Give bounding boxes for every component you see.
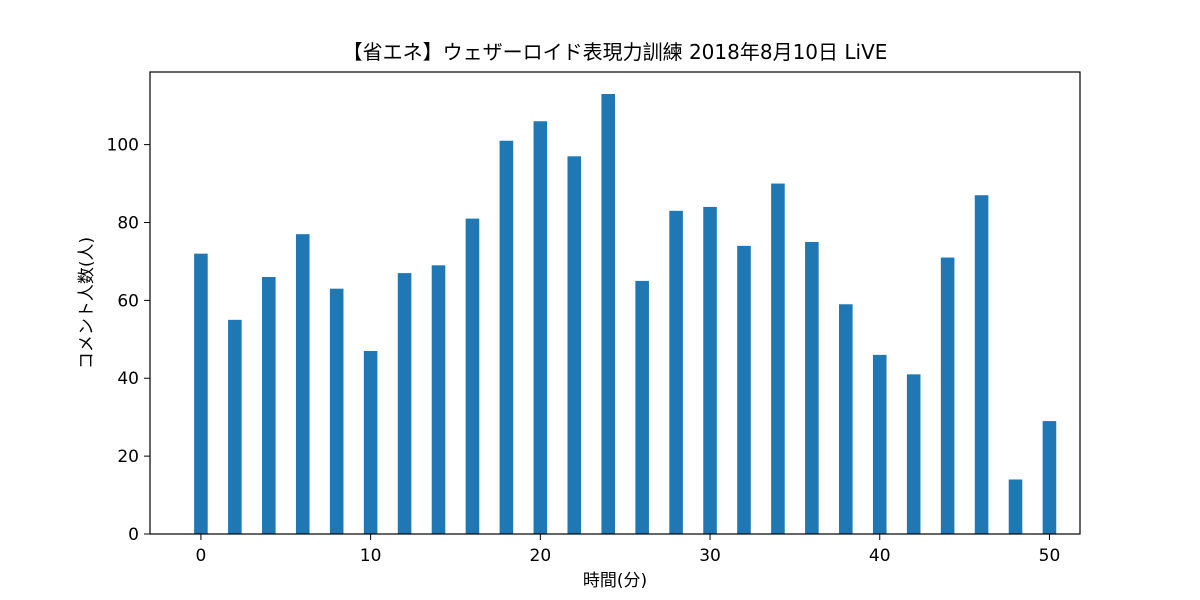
bar-32: [737, 246, 751, 534]
bar-18: [500, 141, 514, 534]
bar-46: [975, 195, 989, 534]
x-axis: 0 10 20 30 40 50: [195, 534, 1060, 566]
bar-28: [669, 211, 683, 534]
bar-0: [194, 254, 208, 534]
y-tick-label: 0: [128, 525, 139, 545]
bar-48: [1009, 479, 1023, 534]
x-axis-label: 時間(分): [583, 571, 647, 591]
bar-10: [364, 351, 378, 534]
x-tick-label: 40: [869, 546, 891, 566]
y-tick-label: 20: [117, 447, 139, 467]
bar-30: [703, 207, 717, 534]
bar-26: [635, 281, 649, 534]
y-axis: 0 20 40 60 80 100: [107, 136, 150, 545]
y-tick-label: 100: [107, 136, 139, 156]
bar-50: [1043, 421, 1057, 534]
chart-title: 【省エネ】ウェザーロイド表現力訓練 2018年8月10日 LiVE: [343, 40, 888, 64]
x-tick-label: 0: [195, 546, 206, 566]
bar-24: [601, 94, 615, 534]
bar-36: [805, 242, 819, 534]
x-tick-label: 20: [530, 546, 552, 566]
bar-40: [873, 355, 887, 534]
y-tick-label: 40: [117, 369, 139, 389]
bar-8: [330, 289, 344, 534]
y-axis-label: コメント人数(人): [77, 237, 97, 369]
y-tick-label: 60: [117, 291, 139, 311]
bar-38: [839, 304, 853, 534]
bar-4: [262, 277, 276, 534]
bar-6: [296, 234, 310, 534]
bar-2: [228, 320, 242, 534]
bar-16: [466, 219, 480, 534]
x-tick-label: 50: [1039, 546, 1061, 566]
bar-44: [941, 258, 955, 534]
y-tick-label: 80: [117, 213, 139, 233]
bar-12: [398, 273, 412, 534]
x-tick-label: 30: [699, 546, 721, 566]
bars-group: [194, 94, 1056, 534]
bar-22: [567, 156, 581, 534]
bar-20: [534, 121, 548, 534]
bar-42: [907, 374, 921, 534]
x-tick-label: 10: [360, 546, 382, 566]
bar-34: [771, 184, 785, 534]
bar-14: [432, 265, 446, 534]
